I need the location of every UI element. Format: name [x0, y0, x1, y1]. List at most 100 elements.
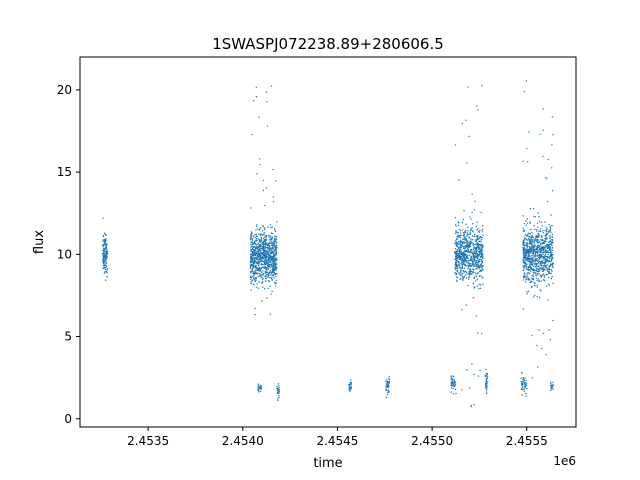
data-point: [533, 241, 536, 243]
data-point: [258, 386, 260, 388]
data-point: [543, 251, 545, 254]
data-point: [251, 238, 253, 240]
data-point: [546, 200, 549, 203]
data-point: [270, 265, 273, 267]
data-point: [261, 282, 263, 285]
data-point: [273, 267, 275, 269]
data-point: [470, 227, 472, 230]
data-point: [277, 391, 279, 393]
data-point: [479, 246, 481, 248]
data-point: [262, 286, 264, 288]
data-point: [527, 279, 530, 281]
data-point: [255, 245, 258, 247]
data-point: [543, 259, 545, 261]
data-point: [253, 257, 255, 259]
data-point: [472, 283, 475, 285]
data-point: [551, 386, 553, 388]
data-point: [478, 240, 481, 242]
data-point: [522, 230, 524, 232]
data-point: [472, 251, 474, 253]
data-point: [272, 200, 275, 203]
data-point: [261, 255, 264, 258]
data-point: [454, 258, 457, 261]
data-point: [251, 269, 253, 271]
data-point: [276, 221, 278, 223]
data-point: [270, 252, 273, 254]
data-point: [457, 247, 460, 250]
data-point: [537, 261, 540, 263]
data-point: [263, 288, 266, 290]
data-point: [105, 262, 108, 264]
data-point: [544, 221, 546, 223]
data-point: [542, 253, 544, 256]
data-point: [102, 264, 105, 267]
data-point: [271, 276, 273, 279]
data-point: [464, 263, 466, 265]
data-point: [250, 260, 253, 263]
data-point: [105, 246, 107, 248]
data-point: [474, 255, 476, 257]
data-point: [475, 275, 477, 277]
data-point: [472, 258, 475, 260]
data-point: [525, 383, 527, 386]
data-point: [260, 234, 262, 237]
data-point: [471, 193, 473, 195]
data-point: [529, 246, 531, 248]
x-tick-label: 2.4550: [411, 434, 453, 448]
data-point: [102, 240, 104, 242]
data-point: [524, 273, 526, 275]
data-point: [459, 268, 461, 270]
ticks-layer: 2.4535 2.4540 2.4545 2.4550 2.4555 0 5 10 15 20: [57, 83, 548, 448]
data-point: [481, 247, 483, 249]
data-point: [458, 179, 460, 181]
data-point: [523, 261, 526, 263]
data-point: [467, 266, 470, 268]
data-point: [460, 246, 462, 249]
data-point: [523, 275, 526, 278]
data-point: [479, 243, 481, 246]
data-point: [525, 268, 528, 270]
data-point: [268, 274, 270, 277]
data-point: [549, 265, 552, 267]
data-point: [260, 268, 262, 270]
data-point: [456, 270, 459, 272]
data-point: [537, 226, 539, 228]
data-point: [524, 262, 526, 265]
data-point: [537, 251, 539, 254]
data-point: [349, 388, 351, 390]
data-point: [450, 377, 453, 379]
data-point: [471, 363, 473, 365]
data-point: [479, 266, 481, 268]
data-point: [522, 381, 524, 383]
data-point: [537, 259, 539, 262]
data-point: [526, 247, 528, 249]
data-point: [268, 236, 270, 238]
data-point: [529, 239, 532, 241]
data-point: [263, 250, 266, 253]
data-point: [549, 339, 551, 341]
data-point: [266, 251, 269, 253]
data-point: [455, 254, 458, 257]
data-point: [263, 232, 265, 234]
data-point: [531, 264, 533, 267]
data-point: [274, 249, 277, 251]
data-point: [480, 211, 482, 213]
data-point: [455, 263, 458, 266]
data-point: [256, 283, 258, 285]
data-point: [256, 243, 258, 246]
plot-area: [102, 80, 554, 408]
data-point: [526, 291, 528, 293]
data-point: [254, 233, 256, 236]
data-point: [463, 275, 465, 278]
data-point: [265, 262, 267, 264]
data-point: [531, 234, 533, 237]
data-point: [485, 383, 488, 386]
data-point: [271, 241, 273, 243]
data-point: [273, 277, 275, 279]
data-point: [273, 242, 275, 244]
data-point: [458, 271, 460, 273]
data-point: [348, 386, 351, 388]
data-point: [467, 248, 470, 251]
data-point: [264, 275, 267, 277]
data-point: [252, 260, 255, 263]
